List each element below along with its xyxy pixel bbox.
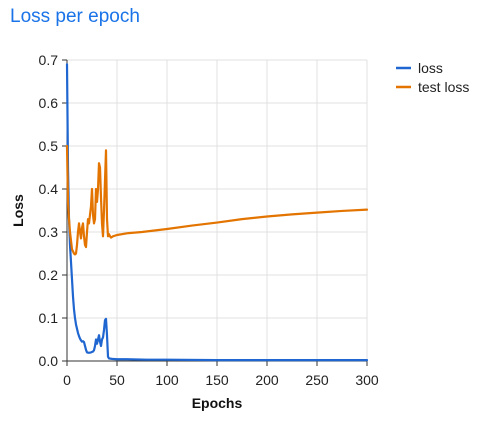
legend-label: test loss — [418, 79, 469, 95]
y-tick-label: 0.2 — [39, 267, 59, 283]
chart-title: Loss per epoch — [10, 6, 140, 27]
y-tick-label: 0.5 — [39, 138, 59, 154]
legend-label: loss — [418, 60, 443, 76]
grid — [66, 59, 368, 362]
y-tick-label: 0.6 — [39, 95, 59, 111]
x-axis-title: Epochs — [192, 395, 243, 411]
x-tick-label: 250 — [305, 372, 329, 388]
x-tick-label: 200 — [255, 372, 279, 388]
x-tick-label: 50 — [109, 372, 125, 388]
series-line-test-loss — [65, 144, 369, 256]
x-tick-label: 100 — [155, 372, 179, 388]
y-tick-label: 0.0 — [39, 353, 59, 369]
series-lines — [65, 63, 369, 362]
y-tick-label: 0.1 — [39, 310, 59, 326]
series-line-loss — [65, 63, 369, 362]
x-tick-label: 0 — [63, 372, 71, 388]
y-axis-title: Loss — [10, 194, 26, 227]
axes: 0 50 100 150 200 250 300 0.0 0.1 0.2 0.3 0.4 0.5 0.6 0… — [39, 52, 379, 388]
y-tick-label: 0.7 — [39, 52, 59, 68]
x-tick-label: 300 — [355, 372, 379, 388]
x-tick-label: 150 — [205, 372, 229, 388]
legend: loss test loss — [396, 60, 469, 95]
y-tick-label: 0.3 — [39, 224, 59, 240]
y-tick-label: 0.4 — [39, 181, 59, 197]
